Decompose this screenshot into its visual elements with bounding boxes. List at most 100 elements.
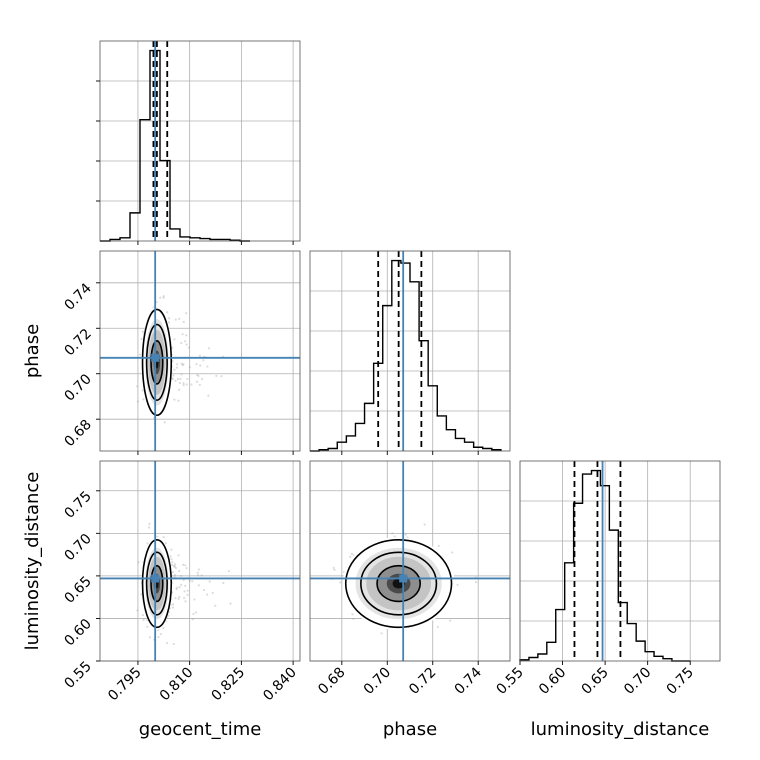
x-tick-label-luminosity_distance: 0.70	[621, 665, 654, 698]
sample-point	[147, 526, 151, 529]
sample-point	[193, 598, 196, 601]
x-tick-label-luminosity_distance: 0.65	[579, 665, 612, 698]
sample-point	[178, 388, 181, 391]
sample-point	[195, 363, 198, 366]
sample-point	[186, 593, 189, 596]
panel-frame	[99, 40, 301, 242]
sample-point	[186, 589, 189, 592]
panel-frame	[309, 460, 511, 662]
sample-point	[176, 363, 179, 366]
sample-point	[456, 583, 459, 586]
sample-point	[136, 609, 139, 612]
sample-point	[180, 341, 183, 345]
sample-point	[181, 333, 184, 336]
sample-point	[142, 398, 145, 401]
sample-point	[194, 611, 197, 614]
contour-line	[376, 564, 422, 603]
x-tick-label-luminosity_distance: 0.60	[536, 665, 569, 698]
y-tick-label-luminosity_distance: 0.60	[61, 616, 94, 649]
sample-point	[159, 296, 162, 299]
sample-point	[184, 600, 187, 603]
sample-point	[202, 359, 205, 362]
sample-point	[195, 380, 199, 383]
tick-marks	[96, 80, 691, 665]
sample-point	[176, 378, 180, 381]
sample-point	[200, 574, 203, 577]
sample-point	[184, 584, 187, 587]
sample-point	[198, 383, 201, 387]
sample-point	[175, 586, 178, 589]
histogram-geocent_time	[100, 49, 250, 242]
sample-point	[174, 566, 178, 570]
sample-point	[182, 563, 185, 566]
sample-point	[380, 632, 383, 635]
sample-point	[200, 377, 204, 381]
sample-point	[148, 522, 151, 525]
y-tick-label-luminosity_distance: 0.65	[61, 573, 94, 606]
sample-point	[196, 571, 199, 574]
sample-point	[182, 363, 185, 366]
truth-marker	[151, 574, 160, 583]
sample-point	[197, 584, 200, 587]
sample-point	[162, 296, 165, 299]
sample-point	[179, 377, 182, 380]
y-tick-label-phase: 0.72	[61, 326, 94, 359]
contour-line	[150, 339, 164, 385]
truth-marker	[151, 353, 160, 362]
sample-point	[205, 593, 209, 596]
sample-point	[208, 580, 211, 583]
sample-point	[182, 320, 185, 324]
sample-point	[136, 385, 139, 388]
x-tick-label-phase: 0.74	[452, 664, 485, 697]
sample-point	[423, 523, 426, 526]
histogram-luminosity_distance	[519, 469, 691, 662]
contours-phase-luminosity_distance	[342, 537, 455, 631]
sample-point	[177, 399, 180, 402]
sample-point	[162, 536, 165, 539]
panel-frames	[99, 40, 721, 662]
sample-point	[171, 571, 174, 574]
sample-point	[171, 346, 174, 349]
y-tick-label-phase: 0.70	[61, 371, 94, 404]
sample-point	[167, 321, 171, 324]
sample-point	[163, 421, 166, 424]
sample-point	[172, 565, 176, 568]
sample-point	[185, 312, 188, 315]
sample-point	[351, 613, 354, 616]
sample-point	[146, 542, 149, 545]
y-tick-label-phase: 0.74	[61, 280, 94, 313]
sample-point	[139, 353, 142, 356]
sample-point	[404, 533, 407, 536]
sample-point	[175, 587, 178, 591]
sample-point	[146, 625, 149, 628]
sample-point	[222, 581, 225, 585]
histogram-phase	[310, 259, 502, 452]
sample-point	[174, 379, 177, 383]
sample-point	[391, 532, 394, 535]
sample-point	[182, 384, 185, 387]
sample-point	[178, 381, 182, 385]
sample-point	[180, 373, 183, 376]
sample-point	[177, 554, 180, 557]
sample-point	[171, 561, 174, 564]
sample-point	[215, 374, 218, 377]
y-tick-label-luminosity_distance: 0.70	[61, 531, 94, 564]
sample-point	[173, 573, 176, 577]
sample-point	[169, 555, 172, 558]
sample-point	[185, 566, 188, 570]
sample-point	[339, 581, 342, 584]
sample-point	[183, 340, 187, 343]
sample-point	[333, 568, 336, 571]
sample-point	[214, 604, 217, 607]
sample-point	[199, 364, 202, 367]
sample-point	[192, 612, 195, 615]
sample-point	[166, 311, 169, 314]
x-axis-label-luminosity-distance: luminosity_distance	[531, 719, 710, 740]
x-tick-label-phase: 0.72	[406, 665, 439, 698]
x-axis-label-geocent-time: geocent_time	[139, 719, 262, 740]
sample-point	[178, 586, 181, 589]
sample-point	[148, 636, 152, 639]
y-tick-label-luminosity_distance: 0.75	[61, 488, 94, 521]
panel-frame	[309, 250, 511, 452]
